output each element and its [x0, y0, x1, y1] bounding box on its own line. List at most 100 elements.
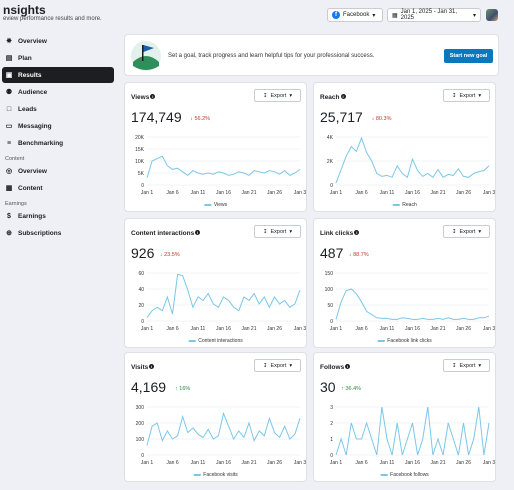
platform-selector[interactable]: f Facebook ▾	[327, 8, 383, 22]
y-tick-label: 200	[136, 421, 145, 427]
card-title: Link clicks i	[320, 230, 360, 237]
arrow-up-icon: ↑	[341, 386, 346, 392]
calendar-icon: ▤	[5, 55, 13, 62]
legend-swatch	[392, 204, 400, 206]
info-icon[interactable]: i	[195, 230, 201, 235]
export-label: Export	[459, 92, 476, 99]
sidebar-item-content[interactable]: ▦ Content	[0, 180, 118, 196]
chevron-down-icon: ▾	[372, 12, 376, 19]
metric-value: 926	[131, 245, 155, 261]
x-tick-label: Jan 6	[166, 326, 178, 332]
metric-card-visits: Visits i ↧ Export ▾ 4,169 ↑ 16% 0 100 200 300 Jan 1…	[124, 352, 307, 482]
facebook-icon: f	[332, 11, 340, 19]
metric-card-views: Views i ↧ Export ▾ 174,749 ↓ 56.2% 0 5K 10K 15K 20K…	[124, 82, 307, 212]
legend-swatch	[188, 340, 196, 342]
chart-legend: Reach	[392, 202, 417, 208]
sidebar-item-results[interactable]: ▣ Results	[2, 67, 114, 83]
info-icon[interactable]: i	[340, 94, 346, 99]
chart-legend: Views	[203, 202, 227, 208]
x-tick-label: Jan 3	[294, 326, 306, 332]
goal-banner: Set a goal, track progress and learn hel…	[124, 34, 499, 76]
start-new-goal-button[interactable]: Start new goal	[444, 49, 493, 63]
sidebar-item-messaging[interactable]: ▭ Messaging	[0, 118, 118, 134]
legend-swatch	[377, 340, 385, 342]
leads-icon: □	[6, 105, 12, 113]
sidebar-item-benchmarking[interactable]: ≡ Benchmarking	[0, 135, 118, 151]
y-tick-label: 20	[138, 303, 144, 309]
sidebar-item-earnings[interactable]: $ Earnings	[0, 208, 118, 224]
line-chart: 0 50 100 150 Jan 1 Jan 6 Jan 11 Jan 16 Jan 21 Jan…	[325, 271, 496, 332]
calendar-icon: ▦	[392, 12, 398, 19]
sidebar-item-audience[interactable]: ⚉ Audience	[0, 84, 118, 100]
metric-delta: ↑ 16%	[175, 386, 190, 392]
export-label: Export	[270, 228, 287, 235]
y-tick-label: 4K	[327, 135, 334, 141]
y-tick-label: 3	[330, 405, 333, 411]
x-tick-label: Jan 6	[166, 460, 178, 466]
x-tick-label: Jan 21	[430, 460, 445, 466]
delta-value: 88.7%	[353, 252, 369, 258]
x-tick-label: Jan 1	[330, 190, 342, 196]
metric-value: 174,749	[131, 109, 182, 125]
legend-label: Reach	[402, 202, 417, 208]
x-tick-label: Jan 26	[456, 326, 471, 332]
legend-swatch	[193, 474, 201, 476]
legend-label: Facebook follows	[390, 472, 429, 478]
x-tick-label: Jan 3	[483, 460, 495, 466]
x-tick-label: Jan 11	[380, 326, 395, 332]
y-tick-label: 60	[138, 271, 144, 277]
card-title-label: Reach	[320, 94, 340, 101]
avatar[interactable]	[486, 9, 498, 21]
sidebar-item-label: Plan	[18, 54, 32, 62]
section-earnings: Earnings	[5, 201, 27, 207]
date-range-picker[interactable]: ▦ Jan 1, 2025 - Jan 31, 2025 ▾	[387, 8, 481, 22]
info-icon[interactable]: i	[354, 230, 360, 235]
export-button[interactable]: ↧ Export ▾	[443, 89, 490, 102]
x-tick-label: Jan 6	[355, 326, 367, 332]
sidebar-item-overview[interactable]: ✵ Overview	[0, 33, 118, 49]
line-chart: 0 20 40 60 Jan 1 Jan 6 Jan 11 Jan 16 Jan 21 Jan 2…	[138, 271, 306, 332]
sidebar-item-overview[interactable]: ◎ Overview	[0, 163, 118, 179]
card-title-label: Follows	[320, 364, 345, 371]
x-tick-label: Jan 6	[355, 190, 367, 196]
info-icon[interactable]: i	[345, 364, 351, 369]
x-tick-label: Jan 26	[456, 460, 471, 466]
export-button[interactable]: ↧ Export ▾	[254, 359, 301, 372]
delta-value: 16%	[179, 386, 191, 392]
metric-card-content-interactions: Content interactions i ↧ Export ▾ 926 ↓ 23.5% 0…	[124, 218, 307, 348]
y-tick-label: 150	[325, 271, 334, 277]
page-title: nsights	[3, 3, 46, 17]
legend-label: Facebook link clicks	[387, 338, 432, 344]
card-title: Content interactions i	[131, 230, 201, 237]
card-title-label: Content interactions	[131, 230, 195, 237]
x-tick-label: Jan 21	[430, 190, 445, 196]
metric-value: 25,717	[320, 109, 363, 125]
export-button[interactable]: ↧ Export ▾	[254, 89, 301, 102]
sidebar-item-leads[interactable]: □ Leads	[0, 101, 118, 117]
metric-delta: ↓ 23.5%	[160, 252, 180, 258]
y-tick-label: 0	[141, 453, 144, 459]
export-button[interactable]: ↧ Export ▾	[254, 225, 301, 238]
chevron-down-icon: ▾	[478, 92, 482, 99]
delta-value: 36.4%	[345, 386, 362, 392]
metric-card-reach: Reach i ↧ Export ▾ 25,717 ↓ 80.3% 0 2K 4K Jan 1 Jan…	[313, 82, 496, 212]
sidebar-item-label: Overview	[18, 37, 47, 45]
y-tick-label: 0	[330, 453, 333, 459]
info-icon[interactable]: i	[149, 364, 155, 369]
export-button[interactable]: ↧ Export ▾	[443, 225, 490, 238]
x-tick-label: Jan 26	[456, 190, 471, 196]
sidebar-item-label: Results	[18, 71, 42, 79]
metric-delta: ↓ 56.2%	[190, 116, 210, 122]
goal-flag-icon	[131, 41, 161, 71]
sidebar-item-subscriptions[interactable]: ⊕ Subscriptions	[0, 225, 118, 241]
info-icon[interactable]: i	[150, 94, 156, 99]
x-tick-label: Jan 26	[267, 326, 282, 332]
sidebar-item-plan[interactable]: ▤ Plan	[0, 50, 118, 66]
export-button[interactable]: ↧ Export ▾	[443, 359, 490, 372]
arrow-down-icon: ↓	[371, 116, 376, 122]
chart-legend: Facebook follows	[380, 472, 429, 478]
y-tick-label: 2	[330, 421, 333, 427]
x-tick-label: Jan 21	[241, 190, 256, 196]
y-tick-label: 40	[138, 287, 144, 293]
sidebar-item-label: Subscriptions	[18, 229, 62, 237]
